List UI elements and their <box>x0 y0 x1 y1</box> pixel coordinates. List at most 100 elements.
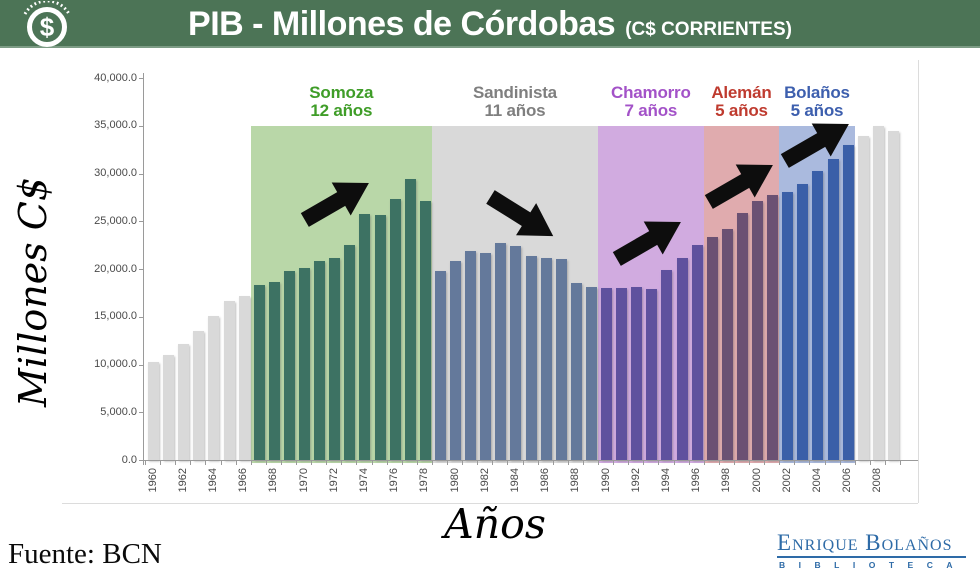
bar-1963 <box>193 331 205 460</box>
x-axis-tick <box>492 460 494 465</box>
x-tick-label: 1996 <box>690 468 703 493</box>
x-axis-tick <box>658 460 660 465</box>
y-axis-tick <box>139 221 143 223</box>
x-axis-tick <box>582 460 584 465</box>
y-axis-tick <box>139 316 143 318</box>
y-axis-tick <box>139 412 143 414</box>
bar-1994 <box>661 269 673 460</box>
y-axis-tick <box>139 78 143 79</box>
x-axis-tick <box>688 460 690 465</box>
trend-arrow-icon-sandinista <box>466 176 576 256</box>
x-axis-tick <box>869 460 871 465</box>
x-axis-tick <box>733 460 735 465</box>
x-axis-tick <box>311 460 313 465</box>
trend-arrow-icon-aleman <box>685 144 795 224</box>
x-axis-tick <box>160 460 162 465</box>
era-name: Bolaños <box>784 83 850 102</box>
era-label-bolanos: Bolaños 5 años <box>779 84 855 119</box>
bar-1964 <box>208 315 220 460</box>
y-axis-title: Millones C$ <box>11 176 55 408</box>
x-axis-tick <box>537 460 539 465</box>
x-tick-label: 2002 <box>780 468 793 493</box>
bar-1989 <box>585 287 597 460</box>
bar-1992 <box>631 287 643 460</box>
x-tick-label: 1990 <box>599 468 612 493</box>
x-axis-line <box>143 460 918 461</box>
x-axis-tick <box>749 460 750 465</box>
bar-1970 <box>299 268 310 460</box>
bar-1995 <box>676 258 688 460</box>
x-axis-tick <box>401 460 403 465</box>
era-name: Somoza <box>309 83 374 102</box>
bar-1973 <box>344 245 356 460</box>
bar-1976 <box>389 199 401 460</box>
era-name: Chamorro <box>611 83 691 102</box>
era-duration: 11 años <box>484 100 546 120</box>
bar-1982 <box>480 252 492 460</box>
x-axis-tick <box>522 460 524 465</box>
x-axis-tick <box>809 460 811 465</box>
era-label-somoza: Somoza 12 años <box>251 84 432 119</box>
era-duration: 5 años <box>790 100 844 120</box>
x-axis-tick <box>643 460 645 465</box>
bar-1991 <box>616 288 628 460</box>
bar-1990 <box>601 288 612 460</box>
x-axis-tick <box>326 460 328 465</box>
x-tick-label: 1994 <box>659 468 672 493</box>
y-axis-tick <box>139 173 143 175</box>
library-logo: Enrique Bolaños BIBLIOTECA <box>777 531 966 570</box>
x-tick-label: 1964 <box>206 468 219 493</box>
x-tick-label: 2000 <box>750 468 763 493</box>
era-label-aleman: Alemán 5 años <box>704 84 780 119</box>
y-tick-label: 0.0 <box>121 453 137 466</box>
logo-tagline: BIBLIOTECA <box>779 560 966 570</box>
page-subtitle: (C$ CORRIENTES) <box>625 19 792 40</box>
bar-1962 <box>178 344 190 460</box>
y-axis-tick <box>139 269 143 270</box>
bar-1971 <box>314 261 326 460</box>
x-tick-label: 1972 <box>327 468 340 493</box>
bar-2007 <box>857 136 869 460</box>
y-axis-tick <box>139 460 143 461</box>
bar-2005 <box>827 159 839 460</box>
bar-1965 <box>223 301 235 460</box>
x-tick-label: 1992 <box>629 468 642 493</box>
x-tick-label: 1998 <box>720 468 733 493</box>
bar-1999 <box>736 212 748 460</box>
x-axis-tick <box>341 460 343 465</box>
bar-2009 <box>887 131 899 460</box>
x-axis-tick <box>175 460 177 465</box>
era-region-somoza <box>250 125 432 463</box>
x-axis-tick <box>764 460 766 465</box>
x-axis-tick <box>552 460 554 465</box>
bar-1983 <box>495 243 507 460</box>
bar-2008 <box>872 125 884 460</box>
bar-2002 <box>782 191 794 460</box>
x-axis-tick <box>447 460 448 465</box>
bar-1968 <box>268 282 280 460</box>
bar-1985 <box>525 255 537 460</box>
bar-2004 <box>812 170 824 460</box>
bar-1960 <box>148 361 159 460</box>
era-duration: 7 años <box>624 100 678 120</box>
bar-1980 <box>450 261 461 460</box>
y-tick-label: 35,000.0 <box>94 119 137 132</box>
x-axis-tick <box>431 460 433 465</box>
bar-1996 <box>691 245 703 460</box>
bar-1993 <box>646 289 658 460</box>
x-axis-tick <box>356 460 358 465</box>
era-name: Alemán <box>711 83 772 102</box>
page-title: PIB - Millones de Córdobas <box>188 5 616 43</box>
bar-1969 <box>283 270 295 460</box>
svg-text:$: $ <box>40 12 55 42</box>
x-axis-tick <box>884 460 886 465</box>
x-tick-label: 1980 <box>448 468 461 493</box>
bar-1979 <box>434 270 446 460</box>
x-axis-tick <box>477 460 479 465</box>
y-tick-label: 10,000.0 <box>94 358 137 370</box>
x-tick-label: 1986 <box>539 468 552 493</box>
x-axis-tick <box>567 460 569 465</box>
y-axis-tick <box>139 125 143 127</box>
